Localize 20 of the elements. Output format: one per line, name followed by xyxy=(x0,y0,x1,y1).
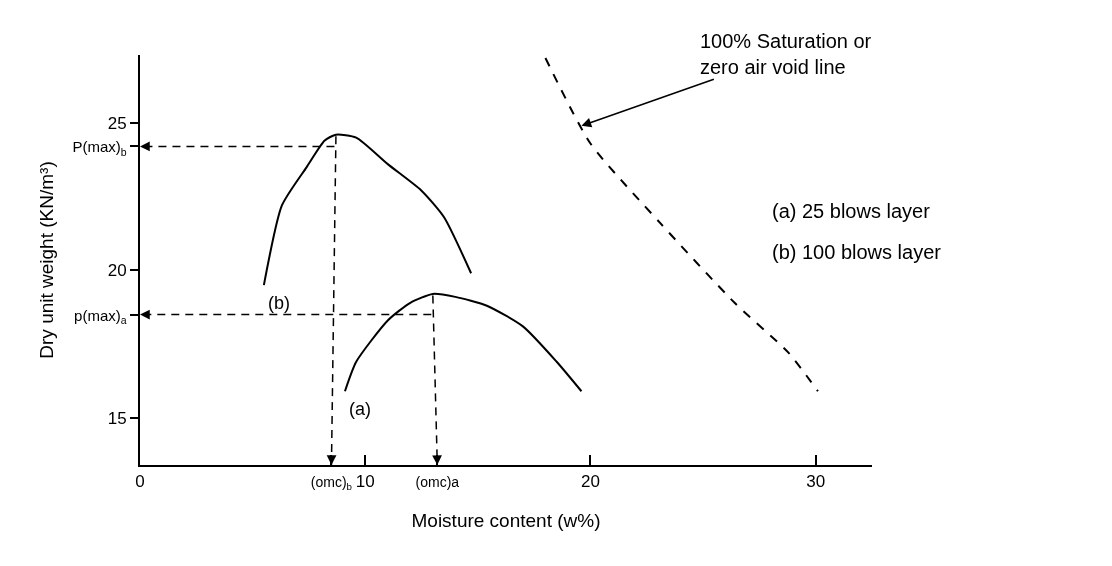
line-series xyxy=(343,292,583,393)
y-tick-label: 20 xyxy=(107,261,127,281)
x-tick-label: 10 xyxy=(355,472,375,492)
x-axis-title: Moisture content (w%) xyxy=(411,509,601,531)
y-tick-label: P(max)$_{b}$ xyxy=(72,138,127,158)
y-tick-label: 15 xyxy=(107,408,127,428)
x-tick-label: (omc)$_{b}$ xyxy=(310,474,353,493)
series-label: (b) xyxy=(268,293,290,313)
y-tick-label: p(max)$_{a}$ xyxy=(74,306,127,326)
y-tick-label: 25 xyxy=(107,113,127,133)
annotation: (a) 25 blows layer xyxy=(772,200,931,222)
y-axis-title: Dry unit weight (KN/m³) xyxy=(35,161,57,359)
series-label: (a) xyxy=(349,399,371,419)
line-series xyxy=(262,133,473,287)
annotation: (b) 100 blows layer xyxy=(772,241,942,263)
x-tick-label: 20 xyxy=(581,472,600,492)
x-tick-label: (omc)a xyxy=(415,474,460,491)
x-tick-label: 30 xyxy=(806,472,826,492)
annotation: 100% Saturation or zero air void line xyxy=(700,30,872,78)
x-tick-label: 0 xyxy=(135,472,145,492)
